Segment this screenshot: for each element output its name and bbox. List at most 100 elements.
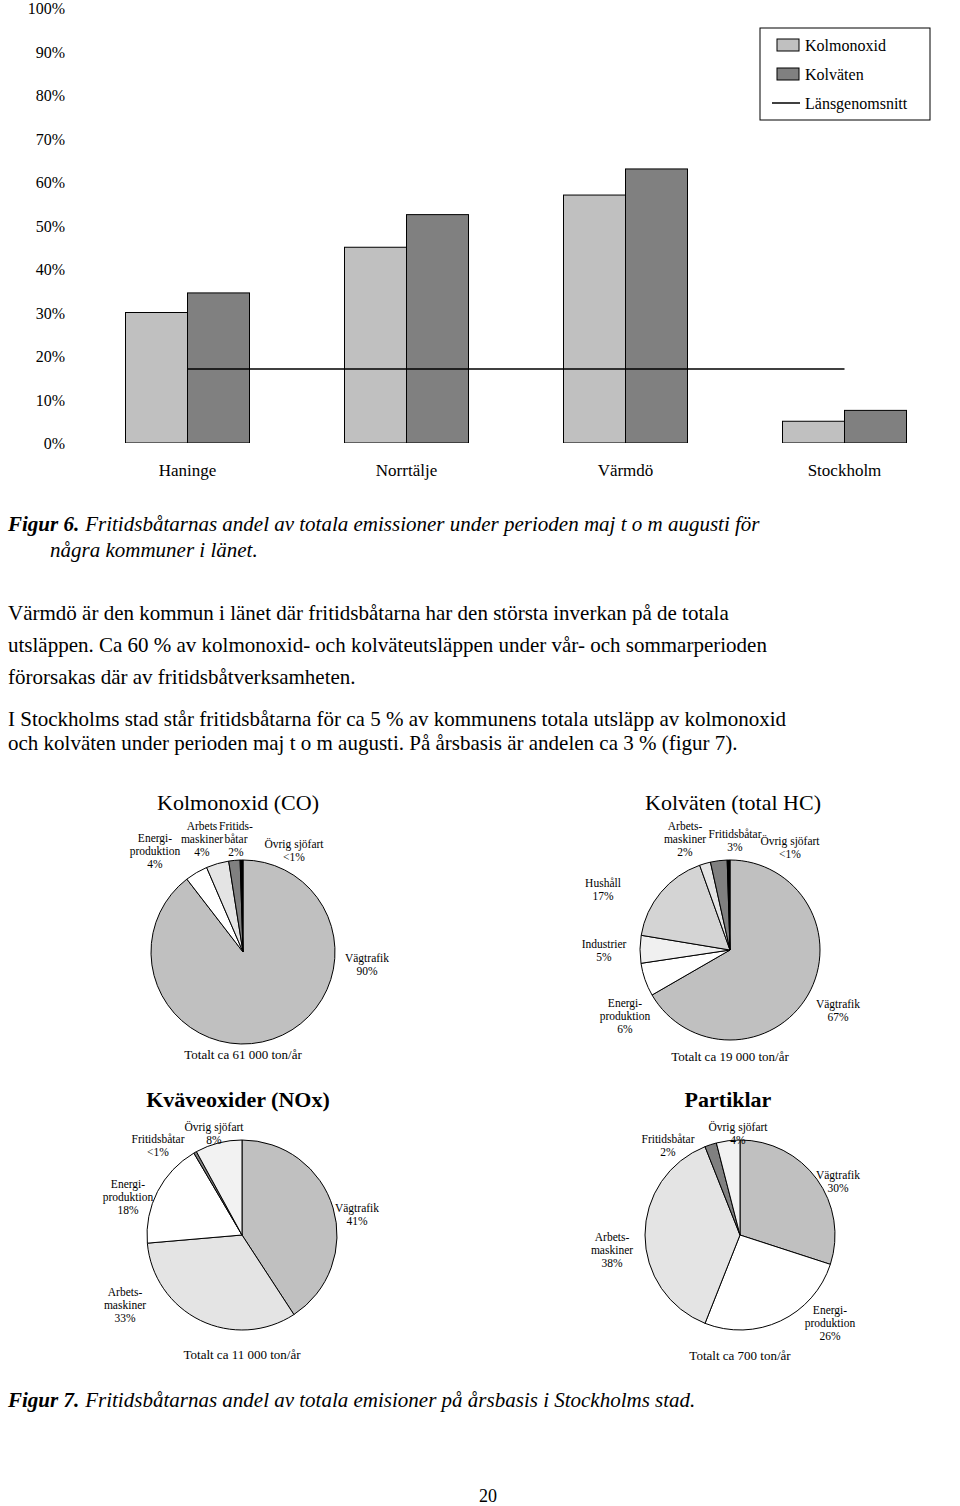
y-tick-label: 70% <box>36 131 65 148</box>
slice-label: Övrig sjöfart<1% <box>760 834 820 860</box>
slice-name-line: Vägtrafik <box>816 998 860 1011</box>
slice-label: Fritids-båtar2% <box>219 820 253 858</box>
pie-slice <box>147 1235 294 1330</box>
slice-label: Vägtrafik90% <box>345 952 389 977</box>
pie-slice <box>151 860 335 1044</box>
paragraph-line: och kolväten under perioden maj t o m au… <box>8 731 738 755</box>
y-tick <box>72 225 76 226</box>
slice-name: Fritidsbåtar <box>641 1133 694 1145</box>
slice-label: Arbets-maskiner2% <box>664 820 706 858</box>
slice-value: 5% <box>596 951 612 963</box>
slice-value: 18% <box>117 1204 139 1216</box>
paragraph-line: förorsakas där av fritidsbåtverksamheten… <box>8 665 356 689</box>
slice-name-line: maskiner <box>104 1299 146 1311</box>
page: 0%10%20%30%40%50%60%70%80%90%100%Haninge… <box>0 0 960 1506</box>
y-tick <box>72 8 76 9</box>
slice-name: Arbetsmaskiner <box>181 820 223 845</box>
y-tick <box>72 138 76 139</box>
slice-name: Energi-produktion <box>130 832 181 858</box>
pie-title: Kolmonoxid (CO) <box>157 790 319 815</box>
background <box>0 0 960 1506</box>
slice-name: Övrig sjöfart <box>264 837 324 851</box>
y-tick <box>72 269 76 270</box>
slice-value: <1% <box>283 851 305 863</box>
pie-slice <box>716 1140 740 1235</box>
slice-label: Energi-produktion6% <box>600 997 651 1035</box>
line <box>188 368 845 370</box>
paragraph-line: Värmdö är den kommun i länet där fritids… <box>8 601 729 625</box>
bar <box>783 421 845 443</box>
slice-name-line: Arbets <box>187 820 218 832</box>
pie-slice <box>196 1140 242 1235</box>
pie-title: Kolväten (total HC) <box>645 790 821 815</box>
y-tick-label: 60% <box>36 174 65 191</box>
slice-value: 17% <box>592 890 614 902</box>
slice-name-line: Vägtrafik <box>335 1202 379 1215</box>
slice-name: Vägtrafik <box>345 952 389 965</box>
slice-value: 4% <box>730 1134 746 1146</box>
slice-label: Övrig sjöfart<1% <box>264 837 324 863</box>
slice-name: Vägtrafik <box>816 1169 860 1182</box>
slice-label: Arbets-maskiner38% <box>591 1231 633 1269</box>
slice-name-line: maskiner <box>591 1244 633 1256</box>
bar <box>188 293 250 443</box>
slice-value: 3% <box>727 841 743 853</box>
slice-label: Fritidsbåtar3% <box>708 828 761 853</box>
page-number: 20 <box>479 1486 497 1506</box>
figure-caption: Figur 6.Fritidsbåtarnas andel av totala … <box>7 512 760 562</box>
slice-name-line: produktion <box>600 1010 651 1023</box>
slice-name-line: Fritids- <box>219 820 253 832</box>
caption-line: Figur 7.Fritidsbåtarnas andel av totala … <box>7 1388 695 1412</box>
x-tick-label: Haninge <box>159 461 217 480</box>
slice-name-line: produktion <box>805 1317 856 1330</box>
pie-total: Totalt ca 700 ton/år <box>689 1348 791 1363</box>
slice-label: Övrig sjöfart8% <box>184 1120 244 1146</box>
slice-value: 26% <box>819 1330 841 1342</box>
caption-label: Figur 6. <box>7 512 79 536</box>
pie-chart: Kolväten (total HC)Totalt ca 19 000 ton/… <box>582 790 861 1064</box>
caption-line: Figur 6.Fritidsbåtarnas andel av totala … <box>7 512 760 536</box>
legend-swatch <box>777 39 799 51</box>
y-tick <box>72 443 76 444</box>
slice-name: Energi-produktion <box>805 1304 856 1330</box>
y-tick <box>72 399 76 400</box>
slice-label: Vägtrafik67% <box>816 998 860 1023</box>
slice-name-line: Övrig sjöfart <box>184 1120 244 1134</box>
slice-name: Arbets-maskiner <box>591 1231 633 1256</box>
slice-name-line: Övrig sjöfart <box>264 837 324 851</box>
slice-name-line: Övrig sjöfart <box>760 834 820 848</box>
slice-label: Energi-produktion4% <box>130 832 181 870</box>
caption-line: några kommuner i länet. <box>50 538 258 562</box>
slice-name-line: Arbets- <box>668 820 703 832</box>
slice-name-line: Hushåll <box>585 877 621 889</box>
slice-value: <1% <box>779 848 801 860</box>
y-tick <box>72 51 76 52</box>
slice-value: 2% <box>677 846 693 858</box>
slice-name-line: Övrig sjöfart <box>708 1120 768 1134</box>
y-tick-label: 30% <box>36 305 65 322</box>
slice-value: 38% <box>601 1257 623 1269</box>
pie-slice <box>240 860 243 952</box>
bar-chart: 0%10%20%30%40%50%60%70%80%90%100%Haninge… <box>28 0 930 480</box>
pie-title: Partiklar <box>685 1087 772 1112</box>
x-tick-label: Värmdö <box>598 461 654 480</box>
bar <box>564 195 626 443</box>
slice-label: Övrig sjöfart4% <box>708 1120 768 1146</box>
slice-name: Övrig sjöfart <box>760 834 820 848</box>
slice-label: Arbets-maskiner33% <box>104 1286 146 1324</box>
paragraph-line: I Stockholms stad står fritidsbåtarna fö… <box>8 707 787 731</box>
pie-chart: Kolmonoxid (CO)Totalt ca 61 000 ton/årVä… <box>130 790 390 1062</box>
slice-name: Fritids-båtar <box>219 820 253 845</box>
bar <box>345 247 407 443</box>
slice-value: 4% <box>147 858 163 870</box>
legend-swatch <box>772 102 800 104</box>
paragraph: Värmdö är den kommun i länet där fritids… <box>8 601 767 689</box>
y-tick <box>72 95 76 96</box>
slice-label: Vägtrafik41% <box>335 1202 379 1227</box>
y-tick-label: 10% <box>36 392 65 409</box>
slice-name-line: maskiner <box>664 833 706 845</box>
slice-name: Övrig sjöfart <box>184 1120 244 1134</box>
y-tick-label: 80% <box>36 87 65 104</box>
slice-name: Hushåll <box>585 877 621 889</box>
legend-label: Länsgenomsnitt <box>805 95 908 113</box>
